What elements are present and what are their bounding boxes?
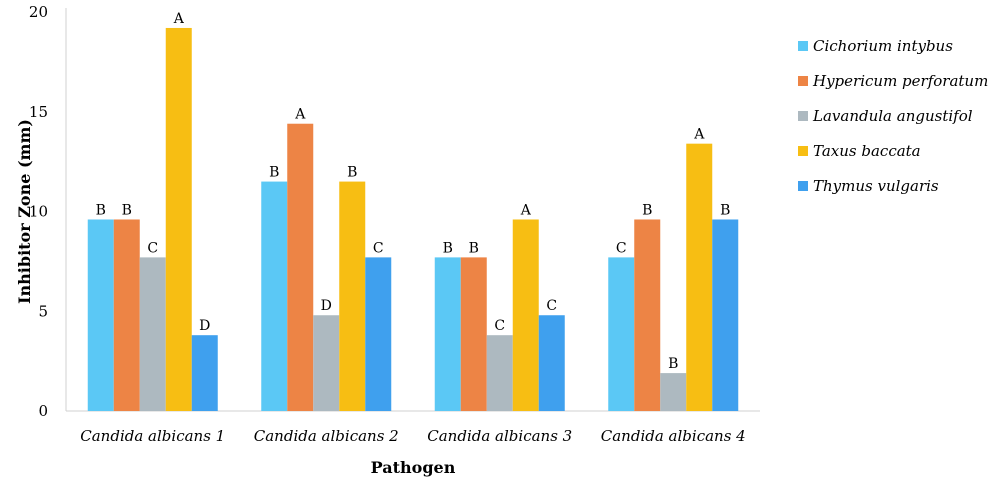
bar	[712, 219, 739, 411]
bar-data-label: A	[520, 202, 532, 218]
bar-data-label: C	[616, 240, 627, 256]
bar	[634, 219, 661, 411]
bar-data-label: B	[122, 202, 132, 218]
bar	[512, 219, 539, 411]
bar-data-label: D	[199, 318, 210, 334]
bar-data-label: B	[347, 165, 357, 181]
y-tick-label: 10	[29, 203, 48, 221]
legend-swatch	[798, 181, 808, 191]
legend-label: Thymus vulgaris	[813, 177, 939, 195]
bar	[460, 257, 487, 411]
bar-data-label: C	[546, 298, 557, 314]
bar-data-label: A	[294, 107, 306, 123]
bar-data-label: D	[321, 298, 332, 314]
bar-data-label: B	[443, 240, 453, 256]
bar-data-label: A	[693, 127, 705, 143]
bar-data-label: C	[147, 240, 158, 256]
bar	[165, 27, 192, 412]
x-tick-label: Candida albicans 3	[427, 427, 572, 445]
legend-swatch	[798, 41, 808, 51]
bar-data-label: B	[668, 356, 678, 372]
bars	[87, 27, 739, 412]
bar	[434, 257, 461, 411]
x-tick-label: Candida albicans 4	[601, 427, 746, 445]
y-tick-label: 0	[38, 402, 48, 420]
x-axis-title: Pathogen	[371, 458, 456, 477]
axes: 0 5 10 15 20 Candida albicans 1 Candida albica…	[29, 3, 760, 445]
bar-data-label: B	[720, 202, 730, 218]
bar	[261, 181, 288, 411]
y-axis-title: Inhibitor Zone (mm)	[15, 119, 34, 304]
bar	[339, 181, 366, 411]
legend: Cichorium intybus Hypericum perforatum Lav…	[798, 37, 988, 195]
bar-data-label: C	[373, 240, 384, 256]
legend-swatch	[798, 76, 808, 86]
y-tick-label: 20	[29, 3, 48, 21]
bar	[608, 257, 635, 411]
x-tick-label: Candida albicans 2	[254, 427, 399, 445]
bar	[365, 257, 392, 411]
bar	[313, 315, 340, 411]
bar-data-label: B	[269, 165, 279, 181]
legend-label: Cichorium intybus	[813, 37, 953, 55]
bar-data-label: B	[469, 240, 479, 256]
bar	[660, 373, 687, 411]
bar-data-label: B	[96, 202, 106, 218]
bar	[113, 219, 140, 411]
bar	[87, 219, 114, 411]
bar-data-label: A	[173, 11, 185, 27]
bar	[139, 257, 166, 411]
bar-data-label: B	[642, 202, 652, 218]
y-tick-label: 5	[38, 302, 48, 320]
legend-swatch	[798, 111, 808, 121]
legend-label: Hypericum perforatum	[812, 72, 988, 90]
bar	[686, 143, 713, 412]
x-tick-label: Candida albicans 1	[80, 427, 225, 445]
bar	[486, 335, 513, 411]
y-tick-label: 15	[29, 103, 48, 121]
legend-label: Lavandula angustifol	[812, 107, 973, 125]
bar	[191, 335, 218, 411]
legend-swatch	[798, 146, 808, 156]
bar	[538, 315, 565, 411]
bar-data-label: C	[494, 318, 505, 334]
bar	[287, 123, 314, 411]
legend-label: Taxus baccata	[813, 142, 921, 160]
